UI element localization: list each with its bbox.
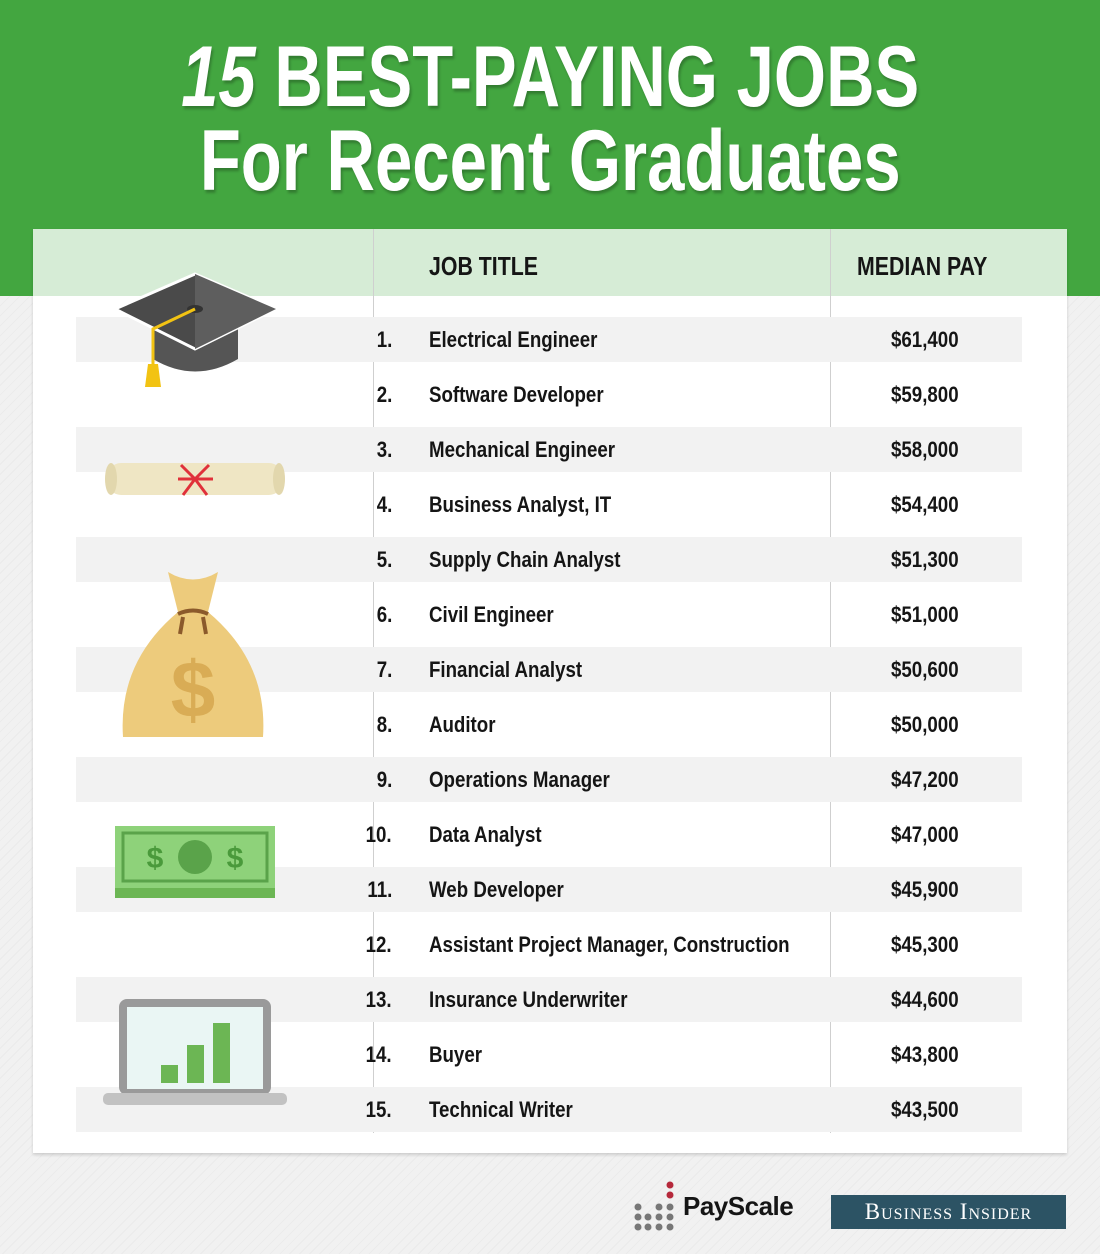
job-title-cell: Mechanical Engineer bbox=[429, 437, 616, 462]
job-title-cell: Buyer bbox=[429, 1042, 483, 1067]
median-pay-cell: $58,000 bbox=[891, 437, 959, 462]
diploma-icon bbox=[105, 463, 285, 496]
table-row: 10. Data Analyst $47,000 bbox=[76, 812, 1022, 857]
median-pay-cell: $47,200 bbox=[891, 767, 959, 792]
median-pay-cell: $51,000 bbox=[891, 602, 959, 627]
jobs-table: JOB TITLE MEDIAN PAY 1. Electrical Engine… bbox=[33, 229, 1067, 1153]
title-line-2: For Recent Graduates bbox=[0, 112, 1100, 211]
job-title-cell: Financial Analyst bbox=[429, 657, 583, 682]
rank-cell: 10. bbox=[365, 822, 392, 847]
rank-cell: 9. bbox=[376, 767, 392, 792]
payscale-wordmark: PayScale bbox=[683, 1190, 794, 1221]
table-row: 6. Civil Engineer $51,000 bbox=[76, 592, 1022, 637]
money-bag-icon: $ bbox=[122, 572, 264, 737]
table-row: 9. Operations Manager $47,200 bbox=[76, 757, 1022, 802]
median-pay-cell: $54,400 bbox=[891, 492, 959, 517]
dollar-bill-icon: $ $ bbox=[115, 826, 275, 898]
rank-cell: 5. bbox=[376, 547, 392, 572]
title-text: BEST-PAYING JOBS bbox=[274, 29, 920, 125]
table-row: 8. Auditor $50,000 bbox=[76, 702, 1022, 747]
payscale-logo: PayScale bbox=[633, 1180, 794, 1232]
rank-cell: 12. bbox=[365, 932, 392, 957]
title-line-1: 15 BEST-PAYING JOBS bbox=[0, 28, 1100, 127]
median-pay-cell: $43,800 bbox=[891, 1042, 959, 1067]
rank-cell: 13. bbox=[365, 987, 392, 1012]
median-pay-cell: $51,300 bbox=[891, 547, 959, 572]
median-pay-cell: $50,000 bbox=[891, 712, 959, 737]
median-pay-cell: $45,300 bbox=[891, 932, 959, 957]
job-title-cell: Auditor bbox=[429, 712, 496, 737]
job-title-cell: Data Analyst bbox=[429, 822, 542, 847]
rank-cell: 2. bbox=[376, 382, 392, 407]
job-title-cell: Assistant Project Manager, Construction bbox=[429, 932, 790, 957]
median-pay-cell: $59,800 bbox=[891, 382, 959, 407]
rank-cell: 8. bbox=[376, 712, 392, 737]
median-pay-cell: $44,600 bbox=[891, 987, 959, 1012]
rank-cell: 3. bbox=[376, 437, 392, 462]
title-number: 15 bbox=[180, 29, 256, 125]
graduation-cap-icon bbox=[113, 272, 278, 387]
column-header-median-pay: MEDIAN PAY bbox=[857, 251, 988, 281]
job-title-cell: Web Developer bbox=[429, 877, 564, 902]
rank-cell: 1. bbox=[376, 327, 392, 352]
job-title-cell: Civil Engineer bbox=[429, 602, 554, 627]
svg-text:$: $ bbox=[147, 842, 164, 875]
job-title-cell: Supply Chain Analyst bbox=[429, 547, 621, 572]
median-pay-cell: $61,400 bbox=[891, 327, 959, 352]
rank-cell: 14. bbox=[365, 1042, 392, 1067]
payscale-dots-icon bbox=[634, 1181, 674, 1231]
job-title-cell: Insurance Underwriter bbox=[429, 987, 628, 1012]
rank-cell: 6. bbox=[376, 602, 392, 627]
rank-cell: 11. bbox=[367, 877, 392, 902]
column-header-job-title: JOB TITLE bbox=[429, 251, 538, 281]
job-title-cell: Operations Manager bbox=[429, 767, 610, 792]
business-insider-logo: Business Insider bbox=[831, 1195, 1066, 1229]
table-row: 5. Supply Chain Analyst $51,300 bbox=[76, 537, 1022, 582]
svg-text:$: $ bbox=[171, 645, 216, 734]
rank-cell: 15. bbox=[365, 1097, 392, 1122]
median-pay-cell: $45,900 bbox=[891, 877, 959, 902]
job-title-cell: Software Developer bbox=[429, 382, 604, 407]
job-title-cell: Electrical Engineer bbox=[429, 327, 598, 352]
rank-cell: 4. bbox=[376, 492, 392, 517]
svg-text:$: $ bbox=[227, 842, 244, 875]
job-title-cell: Business Analyst, IT bbox=[429, 492, 612, 517]
table-row: 12. Assistant Project Manager, Constructi… bbox=[76, 922, 1022, 967]
table-row: 4. Business Analyst, IT $54,400 bbox=[76, 482, 1022, 527]
rank-cell: 7. bbox=[376, 657, 392, 682]
subtitle: For Recent Graduates bbox=[199, 113, 901, 209]
table-row: 2. Software Developer $59,800 bbox=[76, 372, 1022, 417]
median-pay-cell: $50,600 bbox=[891, 657, 959, 682]
table-row: 14. Buyer $43,800 bbox=[76, 1032, 1022, 1077]
median-pay-cell: $47,000 bbox=[891, 822, 959, 847]
median-pay-cell: $43,500 bbox=[891, 1097, 959, 1122]
job-title-cell: Technical Writer bbox=[429, 1097, 573, 1122]
laptop-chart-icon bbox=[103, 999, 287, 1105]
table-row: 15. Technical Writer $43,500 bbox=[76, 1087, 1022, 1132]
